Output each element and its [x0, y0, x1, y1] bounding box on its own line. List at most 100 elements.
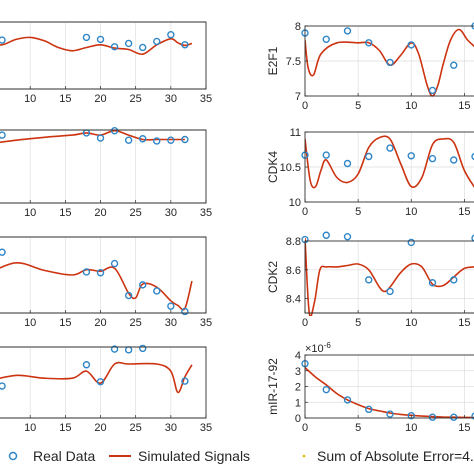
real-data-point: [365, 405, 373, 414]
y-tick-label: 10.5: [280, 162, 301, 174]
real-data-point: [365, 152, 373, 161]
simulated-signal-line: [305, 135, 474, 189]
x-tick-label: 10: [405, 317, 417, 329]
y-tick-label: 10: [289, 197, 301, 209]
real-data-point: [167, 136, 175, 144]
x-tick-label: 15: [458, 100, 470, 112]
axis-frame: [0, 21, 207, 90]
real-data-point: [343, 159, 352, 168]
real-data-point: [96, 35, 105, 44]
real-data-point: [450, 413, 458, 421]
x-tick-label: 25: [130, 93, 142, 105]
real-data-point: [139, 344, 147, 353]
chart-panel-5: 5101520253035: [0, 236, 212, 329]
y-tick-label: 4: [295, 350, 301, 362]
real-data-point: [365, 276, 373, 284]
x-tick-label: 0: [302, 206, 308, 218]
real-data-point: [153, 37, 161, 46]
axis-frame: [0, 236, 207, 314]
y-axis-exponent-power: -6: [324, 341, 332, 350]
real-data-point: [450, 276, 458, 284]
real-data-point: [428, 413, 437, 421]
real-data-point: [386, 58, 394, 67]
simulated-signal-line: [0, 361, 193, 394]
real-data-point: [124, 136, 133, 144]
x-tick-label: 15: [458, 317, 470, 329]
real-data-point: [407, 411, 415, 420]
real-data-point: [96, 378, 105, 386]
legend: Real Data Simulated Signals Sum of Absolut…: [8, 448, 474, 464]
x-tick-label: 25: [130, 207, 142, 219]
simulated-signal-line: [0, 129, 185, 144]
x-tick-label: 10: [24, 93, 36, 105]
x-tick-label: 0: [302, 100, 308, 112]
x-tick-label: 5: [355, 422, 361, 434]
x-tick-label: 25: [130, 422, 142, 434]
real-data-point: [471, 234, 474, 242]
real-data-point: [167, 31, 175, 39]
real-data-point: [153, 137, 161, 145]
real-data-point: [0, 36, 6, 44]
x-tick-label: 30: [165, 422, 177, 434]
x-tick-label: 20: [94, 207, 106, 219]
simulated-signal-line: [305, 367, 474, 419]
real-data-point: [96, 269, 105, 277]
x-tick-label: 10: [405, 206, 417, 218]
real-data-point: [181, 377, 189, 385]
x-tick-label: 35: [200, 207, 212, 219]
real-data-point: [428, 86, 437, 95]
x-tick-label: 30: [165, 317, 177, 329]
axis-frame: [0, 346, 207, 419]
real-data-point: [110, 127, 119, 135]
x-tick-label: 5: [355, 100, 361, 112]
simulated-signal-line: [305, 238, 474, 316]
y-axis-label: E2F1: [266, 46, 280, 75]
real-data-point: [181, 41, 189, 49]
x-tick-label: 10: [24, 207, 36, 219]
real-data-point: [322, 35, 330, 43]
real-data-point: [365, 39, 373, 47]
x-tick-label: 30: [165, 207, 177, 219]
real-data-point: [386, 410, 394, 418]
x-tick-label: 15: [458, 206, 470, 218]
chart-panel-2: 0 5 10 15 7 7.5 8 E2F1: [266, 21, 474, 112]
legend-real-data-label: Real Data: [33, 448, 95, 464]
y-tick-label: 7: [295, 91, 301, 103]
real-data-point: [82, 361, 91, 369]
real-data-point: [343, 27, 352, 35]
axis-frame: [0, 129, 207, 204]
y-tick-label: 1: [295, 397, 301, 409]
real-data-point: [407, 238, 415, 247]
simulated-signal-line: [0, 36, 193, 56]
real-data-point: [167, 302, 175, 310]
x-tick-label: 15: [458, 422, 470, 434]
y-axis-label: mIR-17-92: [266, 358, 280, 415]
chart-panel-8: 0 5 10 15 0 1 2 3 4 mIR-17-92 ×10-6: [266, 341, 474, 434]
chart-panel-7: 5101520253035: [0, 344, 212, 434]
real-data-point: [386, 144, 394, 152]
real-data-point: [450, 61, 458, 69]
chart-panel-3: 5101520253035: [0, 127, 212, 219]
y-axis-exponent: ×10-6: [305, 341, 331, 355]
x-tick-label: 5: [355, 206, 361, 218]
real-data-point: [153, 287, 161, 295]
y-tick-label: 8.8: [286, 236, 301, 248]
real-data-point: [343, 396, 352, 404]
y-axis-label: CDK4: [266, 151, 280, 183]
x-tick-label: 0: [302, 317, 308, 329]
real-data-point: [428, 154, 437, 163]
real-data-point: [322, 151, 330, 159]
real-data-point: [407, 152, 415, 160]
x-tick-label: 15: [59, 207, 71, 219]
y-tick-label: 0: [295, 413, 301, 425]
x-tick-label: 30: [165, 93, 177, 105]
y-tick-label: 3: [295, 366, 301, 378]
real-data-point: [428, 279, 437, 287]
x-tick-label: 15: [59, 93, 71, 105]
real-data-point: [0, 248, 6, 256]
legend-real-data-marker: [8, 451, 18, 461]
chart-panel-1: 5101520253035: [0, 21, 212, 105]
plot-area: [304, 240, 474, 314]
x-tick-label: 20: [94, 317, 106, 329]
